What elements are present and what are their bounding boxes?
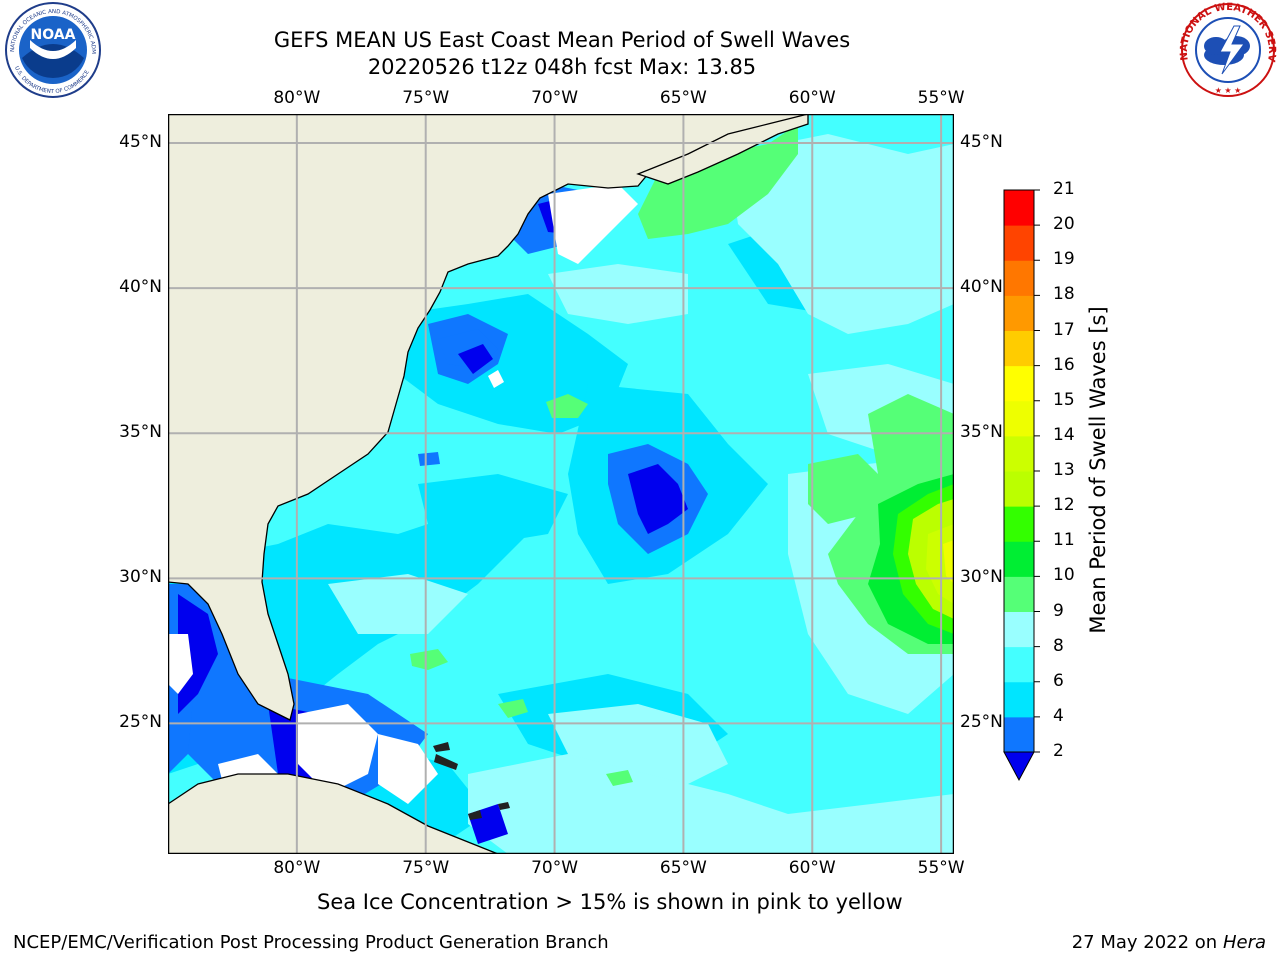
lon-label: 75°W <box>402 858 450 878</box>
colorbar-tick-label: 16 <box>1053 354 1075 375</box>
colorbar-tick-label: 21 <box>1053 179 1075 199</box>
sea-ice-caption: Sea Ice Concentration > 15% is shown in … <box>317 890 903 914</box>
colorbar-label: Mean Period of Swell Waves [s] <box>1086 306 1110 634</box>
footer-host: Hera <box>1222 932 1266 953</box>
colorbar-tick-label: 14 <box>1053 424 1075 445</box>
lon-label: 75°W <box>402 88 450 108</box>
colorbar-segment <box>1004 646 1034 683</box>
nws-logo: NATIONAL WEATHER SERVICE ★ ★ ★ <box>1176 0 1277 97</box>
lat-label: 30°N <box>960 567 1003 588</box>
lon-label: 55°W <box>917 88 965 108</box>
lon-label: 70°W <box>531 88 579 108</box>
colorbar-segment <box>1004 190 1034 226</box>
footer-branch: NCEP/EMC/Verification Post Processing Pr… <box>13 932 609 953</box>
period-contour-11-14 <box>893 484 954 634</box>
colorbar-tick-label: 9 <box>1053 600 1064 621</box>
lon-label: 60°W <box>788 88 836 108</box>
lat-label: 35°N <box>119 422 162 443</box>
colorbar-segment <box>1004 330 1034 367</box>
colorbar-segment <box>1004 435 1034 472</box>
lat-label: 40°N <box>960 277 1003 298</box>
chart-subtitle: 20220526 t12z 048h fcst Max: 13.85 <box>367 55 757 79</box>
footer-date: 27 May 2022 on Hera <box>1072 932 1266 953</box>
lat-label: 45°N <box>960 132 1003 153</box>
colorbar-tick-label: 2 <box>1053 741 1064 761</box>
colorbar-tick-label: 12 <box>1053 495 1075 516</box>
land-islands <box>433 742 510 820</box>
colorbar-tick-label: 18 <box>1053 284 1075 305</box>
colorbar-tick-label: 17 <box>1053 319 1075 340</box>
colorbar-segment <box>1004 260 1034 296</box>
colorbar-tick-label: 20 <box>1053 214 1075 235</box>
colorbar-tick-label: 6 <box>1053 670 1064 691</box>
colorbar-segment <box>1004 541 1034 577</box>
colorbar-segment <box>1004 365 1034 402</box>
chart-title: GEFS MEAN US East Coast Mean Period of S… <box>273 28 851 52</box>
colorbar-segment <box>1004 295 1034 331</box>
lat-label: 40°N <box>119 277 162 298</box>
colorbar-tick-label: 13 <box>1053 460 1075 480</box>
map-frame <box>168 114 954 854</box>
lat-label: 25°N <box>119 712 162 733</box>
footer-date-text: 27 May 2022 on <box>1071 932 1218 953</box>
lon-label: 65°W <box>659 858 707 878</box>
colorbar-tick-label: 10 <box>1053 565 1075 586</box>
colorbar-tick-label: 8 <box>1053 635 1064 656</box>
colorbar-tick-label: 11 <box>1053 530 1075 551</box>
svg-text:NOAA: NOAA <box>31 27 76 43</box>
colorbar-extend-triangle <box>1003 751 1035 782</box>
noaa-logo: NOAA NATIONAL OCEANIC AND ATMOSPHERIC AD… <box>0 0 101 98</box>
colorbar-segment <box>1004 681 1034 718</box>
colorbar-tick-label: 19 <box>1053 249 1075 270</box>
map-graticule <box>168 114 954 854</box>
lat-label: 35°N <box>960 422 1003 443</box>
lat-label: 45°N <box>119 132 162 153</box>
lat-label: 30°N <box>119 567 162 588</box>
swell-period-map <box>168 114 954 854</box>
colorbar-segment <box>1004 471 1034 507</box>
colorbar-tick-label: 4 <box>1053 705 1064 726</box>
colorbar-segment <box>1004 611 1034 648</box>
colorbar-segment <box>1004 225 1034 261</box>
land-nova-scotia <box>636 114 809 185</box>
lon-label: 60°W <box>788 858 836 878</box>
lon-label: 55°W <box>917 858 965 878</box>
colorbar-segment <box>1004 506 1034 542</box>
lon-label: 70°W <box>531 858 579 878</box>
lon-label: 80°W <box>273 88 321 108</box>
land-north-america <box>168 114 809 721</box>
colorbar <box>1003 189 1040 782</box>
colorbar-segment <box>1004 716 1034 753</box>
colorbar-tick-label: 15 <box>1053 389 1075 410</box>
colorbar-segment <box>1004 400 1034 437</box>
lon-label: 80°W <box>273 858 321 878</box>
lat-label: 25°N <box>960 712 1003 733</box>
svg-text:★ ★ ★: ★ ★ ★ <box>1215 86 1242 95</box>
lon-label: 65°W <box>659 88 707 108</box>
colorbar-segment <box>1004 576 1034 612</box>
land-cuba <box>168 773 499 854</box>
